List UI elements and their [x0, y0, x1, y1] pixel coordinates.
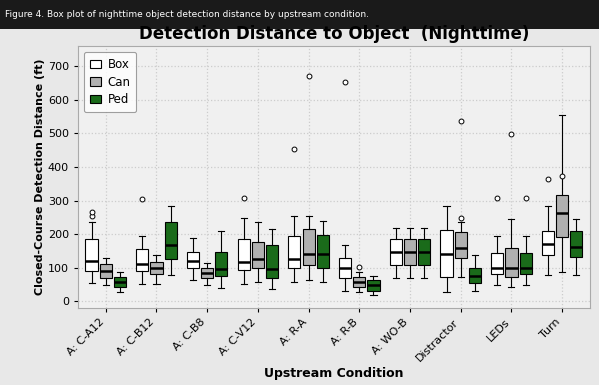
PathPatch shape	[404, 239, 416, 265]
Text: Figure 4. Box plot of nighttime object detection distance by upstream condition.: Figure 4. Box plot of nighttime object d…	[5, 10, 369, 19]
PathPatch shape	[491, 253, 503, 274]
PathPatch shape	[238, 239, 250, 270]
PathPatch shape	[519, 253, 532, 274]
PathPatch shape	[418, 239, 430, 265]
PathPatch shape	[506, 248, 518, 277]
PathPatch shape	[114, 277, 126, 287]
PathPatch shape	[317, 235, 329, 268]
PathPatch shape	[570, 231, 582, 257]
PathPatch shape	[455, 233, 467, 258]
PathPatch shape	[201, 268, 213, 278]
PathPatch shape	[288, 236, 301, 268]
Y-axis label: Closed-Course Detection Distance (ft): Closed-Course Detection Distance (ft)	[35, 59, 45, 295]
PathPatch shape	[215, 252, 228, 276]
PathPatch shape	[469, 268, 481, 283]
PathPatch shape	[302, 229, 314, 265]
PathPatch shape	[165, 223, 177, 259]
PathPatch shape	[86, 239, 98, 271]
PathPatch shape	[440, 230, 453, 277]
PathPatch shape	[542, 231, 554, 255]
PathPatch shape	[556, 194, 568, 237]
PathPatch shape	[252, 241, 264, 268]
PathPatch shape	[187, 252, 199, 268]
Legend: Box, Can, Ped: Box, Can, Ped	[84, 52, 137, 112]
PathPatch shape	[150, 262, 162, 274]
PathPatch shape	[136, 249, 149, 271]
X-axis label: Upstream Condition: Upstream Condition	[264, 367, 404, 380]
PathPatch shape	[99, 264, 112, 278]
PathPatch shape	[266, 245, 278, 278]
PathPatch shape	[390, 239, 402, 265]
PathPatch shape	[339, 258, 351, 278]
PathPatch shape	[367, 281, 380, 291]
Title: Detection Distance to Object  (Nighttime): Detection Distance to Object (Nighttime)	[139, 25, 529, 43]
PathPatch shape	[353, 277, 365, 287]
